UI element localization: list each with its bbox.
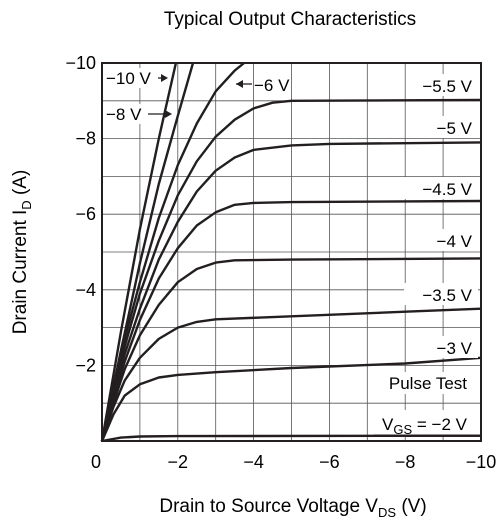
pulse-test-bg (378, 372, 478, 394)
curve-label: −3 V (437, 339, 473, 358)
curve-label: −8 V (106, 105, 142, 124)
x-tick-label: −10 (466, 452, 497, 472)
x-axis-label-main: Drain to Source Voltage V (159, 496, 378, 517)
curve-label: −4 V (437, 232, 473, 251)
curve-label-bg (404, 283, 478, 305)
curve-label-bg (104, 68, 160, 88)
curve-vgs (100, 307, 482, 442)
curve-label: −5 V (437, 119, 473, 138)
curve-label-bg (412, 74, 478, 96)
arrow-head (165, 110, 172, 118)
curve-vgs (100, 141, 482, 442)
x-axis-label-unit: (V) (396, 496, 427, 517)
curve-vgs (100, 98, 482, 442)
curve-group (100, 62, 482, 443)
arrow-head (161, 74, 168, 82)
curve-label: −4.5 V (422, 180, 472, 199)
curve-vgs (100, 199, 482, 442)
curve-vgs (101, 434, 482, 443)
arrow-head (236, 80, 243, 88)
annotation-bg (374, 372, 478, 436)
y-axis-label-main: Drain Current I (10, 210, 31, 335)
y-tick-label: −8 (75, 129, 96, 149)
curve-vgs (100, 257, 482, 442)
x-tick-label: 0 (91, 452, 101, 472)
vgs-label-main: V (382, 415, 394, 434)
x-tick-label: −6 (319, 452, 340, 472)
vgs-bg (374, 410, 478, 436)
y-axis-label: Drain Current ID (A) (10, 170, 34, 335)
y-axis-label-unit: (A) (10, 170, 31, 201)
curve-label-bg (404, 177, 478, 199)
curve-label-bg (420, 336, 478, 358)
y-tick-label: −6 (75, 204, 96, 224)
curve-label: −6 V (254, 76, 290, 95)
curve-vgs (100, 62, 195, 442)
plot-frame (101, 62, 482, 442)
curve-vgs (100, 356, 482, 442)
curve-label: −10 V (106, 69, 152, 88)
y-axis-label-sub: D (19, 200, 34, 209)
chart-title: Typical Output Characteristics (164, 9, 416, 30)
x-axis-label-sub: DS (378, 505, 396, 520)
curve-label-bg (420, 229, 478, 251)
curve-label-bg (420, 116, 478, 138)
x-tick-label: −8 (395, 452, 416, 472)
x-tick-labels: 0 −2 −4 −6 −8 −10 (91, 452, 496, 472)
x-axis-label: Drain to Source Voltage VDS (V) (159, 496, 426, 520)
vgs-label: VGS = −2 V (382, 415, 468, 437)
curve-label: −3.5 V (422, 286, 472, 305)
vgs-label-value: = −2 V (412, 415, 467, 434)
curve-labels: −5.5 V −5 V −4.5 V −4 V −3.5 V −3 V −6 V −10 V −… (104, 68, 478, 358)
y-tick-labels: −2 −4 −6 −8 −10 (65, 53, 96, 375)
curve-label-bg (104, 104, 148, 124)
vgs-label-sub: GS (393, 422, 412, 437)
curve-label: −5.5 V (422, 77, 472, 96)
y-tick-label: −2 (75, 355, 96, 375)
y-tick-label: −10 (65, 53, 96, 73)
x-tick-label: −2 (168, 452, 189, 472)
x-tick-label: −4 (243, 452, 264, 472)
y-tick-label: −4 (75, 280, 96, 300)
pulse-test-label: Pulse Test (389, 374, 467, 393)
